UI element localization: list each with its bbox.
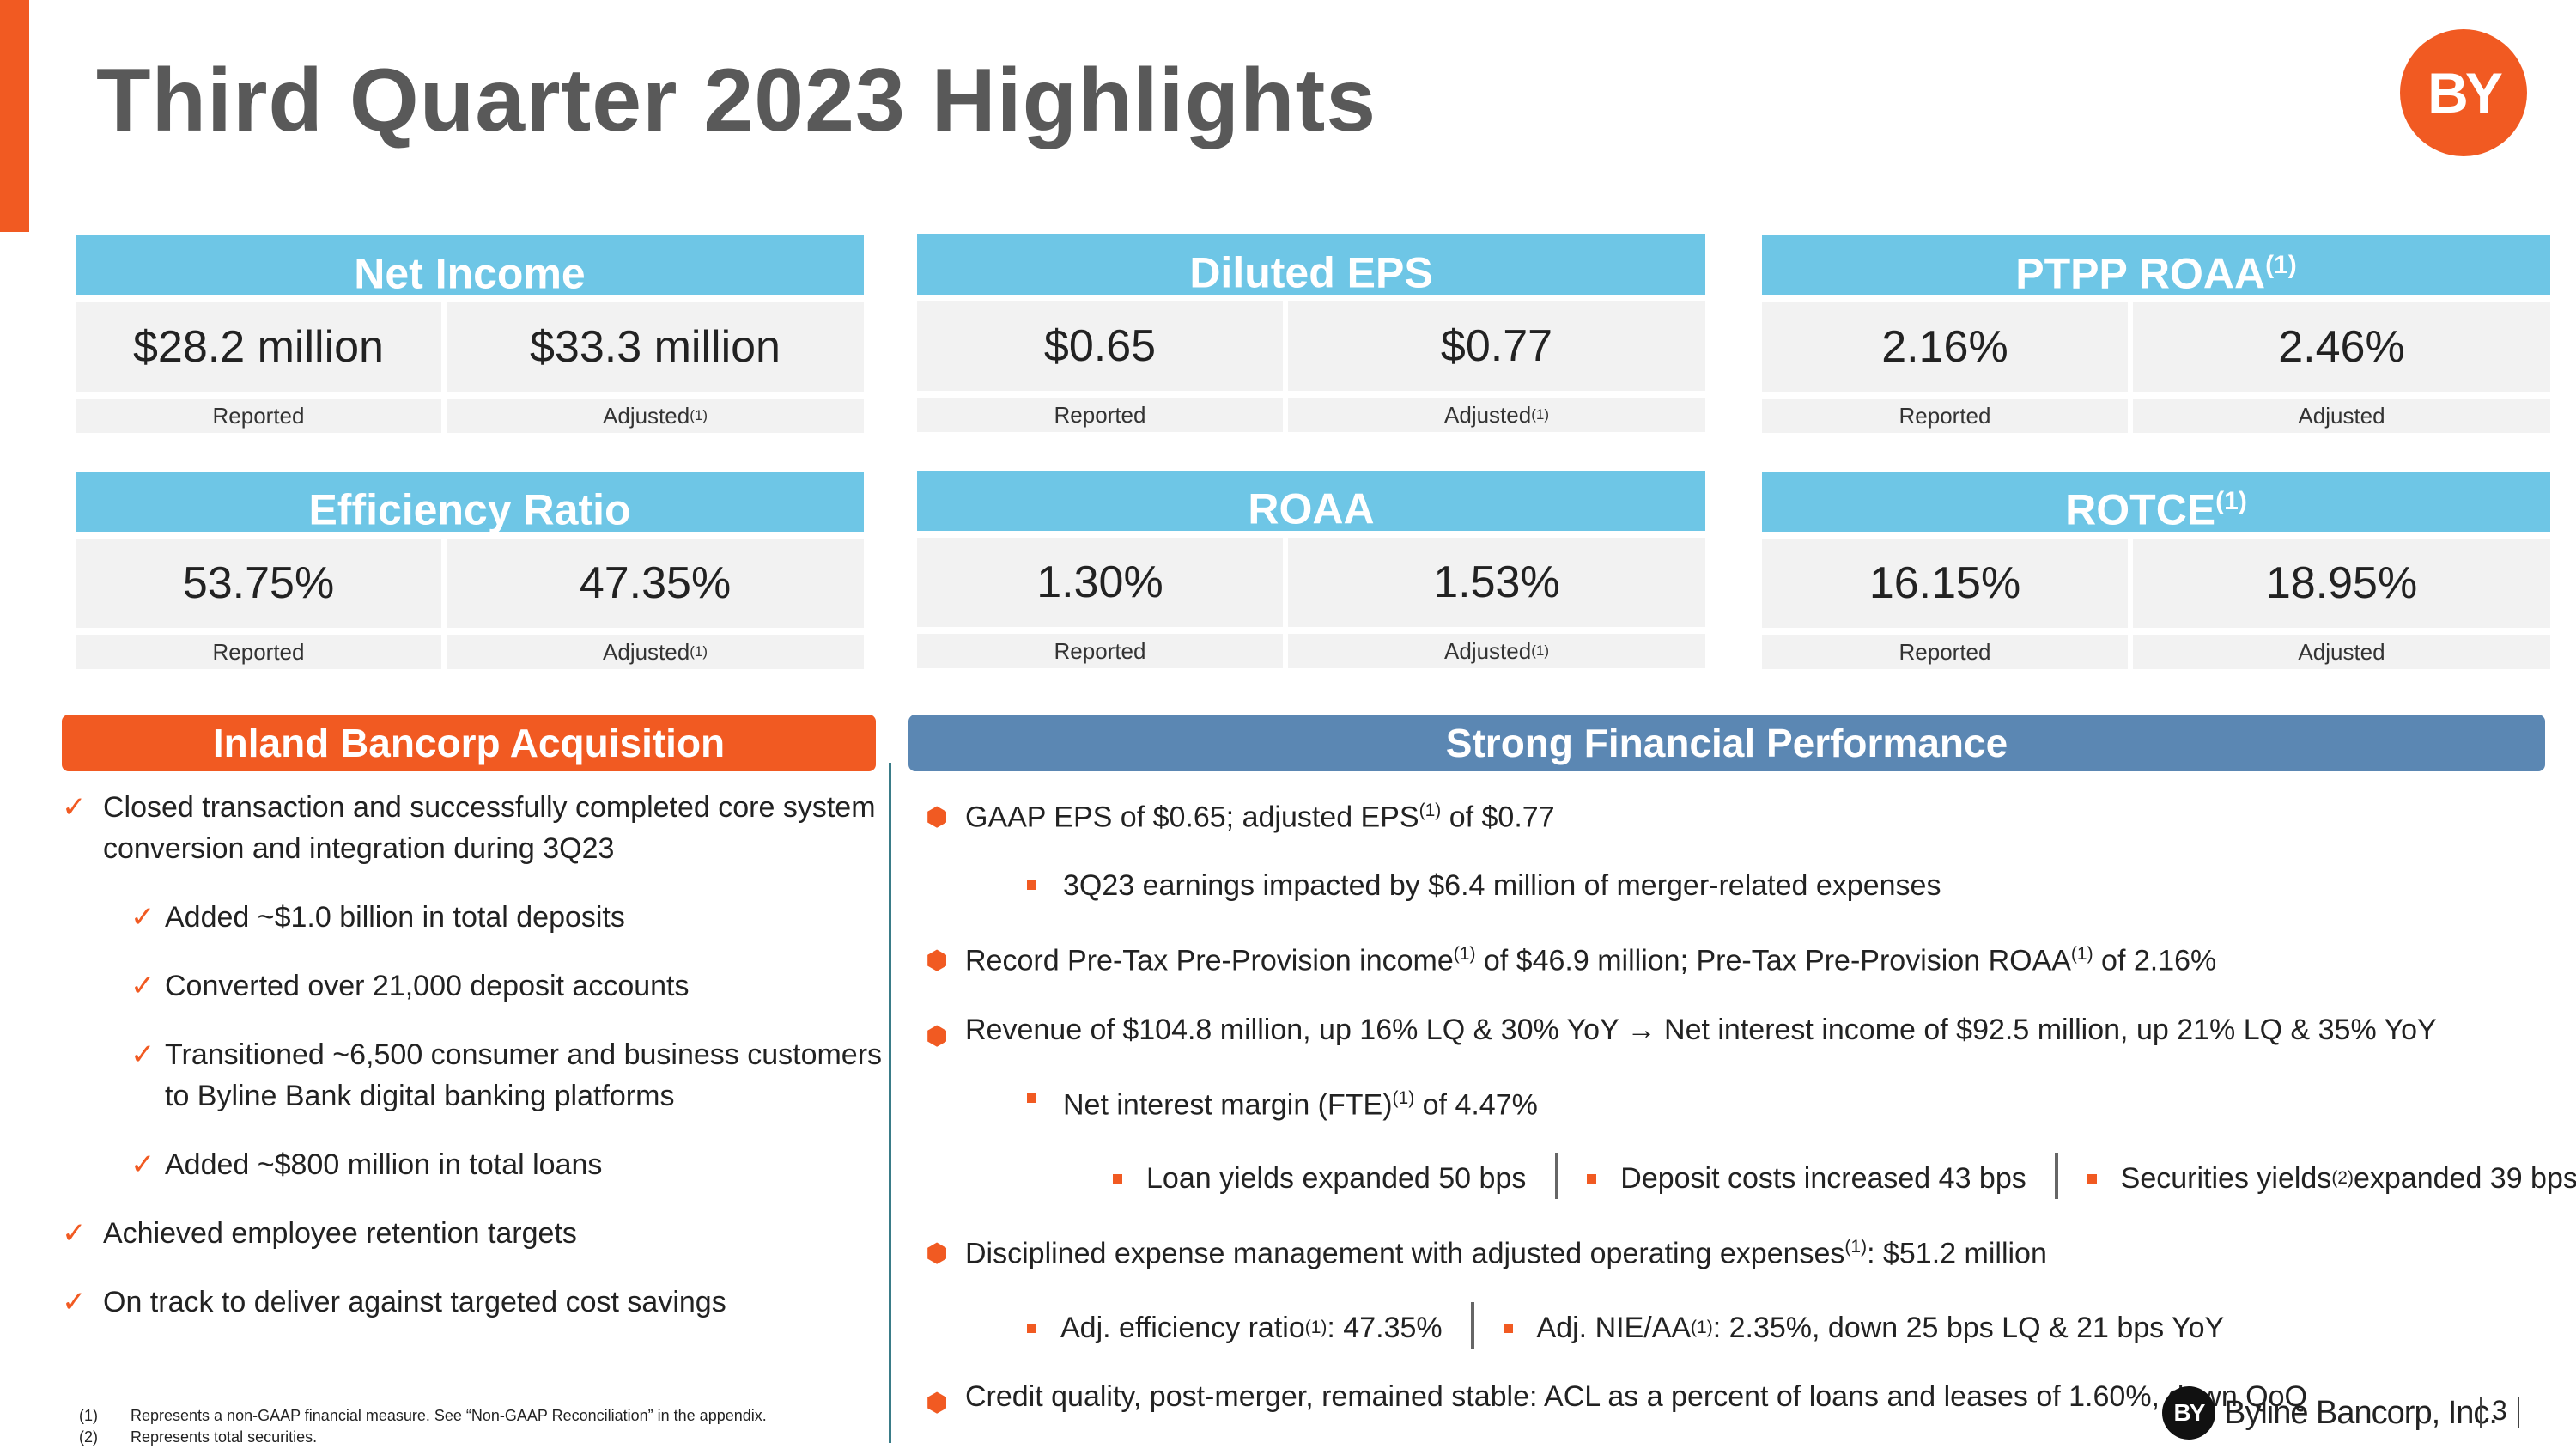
list-item: ⬢ Credit quality, post-merger, remained s… <box>926 1376 2566 1417</box>
list-item: ✓ Transitioned ~6,500 consumer and busine… <box>62 1034 886 1117</box>
reported-label: Reported <box>1762 635 2128 669</box>
reported-value: 1.30% <box>917 538 1283 627</box>
adjusted-label: Adjusted (1) <box>1288 634 1705 668</box>
separator <box>1471 1301 1475 1349</box>
list-item: Loan yields expanded 50 bps Deposit cost… <box>926 1152 2576 1199</box>
card-net-income: Net Income $28.2 million $33.3 million R… <box>76 235 864 433</box>
byline-logo: BY <box>2400 29 2527 156</box>
adj-efficiency-item: Adj. efficiency ratio (1): 47.35% <box>1027 1307 1443 1349</box>
list-item: ✓ Converted over 21,000 deposit accounts <box>62 965 886 1007</box>
acquisition-header: Inland Bancorp Acquisition <box>62 715 876 771</box>
adjusted-value: 47.35% <box>447 539 864 628</box>
column-divider <box>889 763 891 1443</box>
reported-value: 2.16% <box>1762 302 2128 392</box>
reported-label: Reported <box>76 399 441 433</box>
list-item: ⬢ Disciplined expense management with adj… <box>926 1227 2566 1274</box>
list-item: Adj. efficiency ratio (1): 47.35% Adj. NI… <box>926 1301 2566 1349</box>
adjusted-value: 18.95% <box>2133 539 2550 628</box>
securities-yields-item: Securities yields (2) expanded 39 bps <box>2087 1158 2576 1199</box>
card-roaa: ROAA 1.30% 1.53% Reported Adjusted (1) <box>917 471 1705 668</box>
hexagon-bullet-icon: ⬢ <box>926 1021 949 1050</box>
list-item: ✓ Added ~$800 million in total loans <box>62 1144 886 1185</box>
separator <box>1554 1152 1558 1199</box>
list-item: ⬢ Record Pre-Tax Pre-Provision income(1) … <box>926 934 2566 981</box>
deposit-costs-item: Deposit costs increased 43 bps <box>1587 1158 2026 1199</box>
square-bullet-icon <box>1503 1323 1513 1333</box>
hexagon-bullet-icon: ⬢ <box>926 947 949 976</box>
checkmark-icon: ✓ <box>62 1286 87 1318</box>
separator <box>2055 1152 2059 1199</box>
footnotes: (1) Represents a non-GAAP financial measu… <box>79 1405 767 1448</box>
square-bullet-icon <box>1113 1173 1122 1184</box>
card-title: ROAA <box>917 471 1705 533</box>
list-item: Net interest margin (FTE)(1) of 4.47% <box>926 1078 2566 1125</box>
reported-value: $28.2 million <box>76 302 441 392</box>
right-arrow-icon: → <box>1626 1013 1656 1046</box>
reported-value: $0.65 <box>917 301 1283 391</box>
checkmark-icon: ✓ <box>131 1038 155 1071</box>
card-ptpp-roaa: PTPP ROAA(1) 2.16% 2.46% Reported Adjust… <box>1762 235 2550 433</box>
list-item: ✓ Added ~$1.0 billion in total deposits <box>62 897 886 938</box>
footnote: (2) Represents total securities. <box>79 1428 318 1446</box>
reported-label: Reported <box>917 398 1283 432</box>
reported-label: Reported <box>1762 399 2128 433</box>
footer-logo: BY Byline Bancorp, Inc. <box>2162 1386 2498 1440</box>
square-bullet-icon <box>1027 1093 1036 1103</box>
byline-mark-icon: BY <box>2162 1386 2215 1440</box>
hexagon-bullet-icon: ⬢ <box>926 1239 949 1269</box>
acquisition-list: ✓ Closed transaction and successfully com… <box>62 787 886 1350</box>
list-item: ⬢ GAAP EPS of $0.65; adjusted EPS(1) of $… <box>926 790 2566 837</box>
list-item: ✓ Closed transaction and successfully com… <box>62 787 886 869</box>
adjusted-value: $33.3 million <box>447 302 864 392</box>
reported-value: 53.75% <box>76 539 441 628</box>
checkmark-icon: ✓ <box>62 791 87 824</box>
checkmark-icon: ✓ <box>131 970 155 1002</box>
adjusted-label: Adjusted <box>2133 399 2550 433</box>
adjusted-label: Adjusted (1) <box>1288 398 1705 432</box>
hexagon-bullet-icon: ⬢ <box>926 803 949 831</box>
reported-value: 16.15% <box>1762 539 2128 628</box>
card-diluted-eps: Diluted EPS $0.65 $0.77 Reported Adjuste… <box>917 234 1705 432</box>
square-bullet-icon <box>1587 1173 1597 1184</box>
adjusted-value: 2.46% <box>2133 302 2550 392</box>
list-item: ✓ On track to deliver against targeted co… <box>62 1282 886 1323</box>
list-item: ✓ Achieved employee retention targets <box>62 1213 886 1254</box>
card-rotce: ROTCE(1) 16.15% 18.95% Reported Adjusted <box>1762 472 2550 669</box>
card-title: PTPP ROAA(1) <box>1762 235 2550 298</box>
performance-header: Strong Financial Performance <box>908 715 2545 771</box>
page-number: 3 <box>2480 1395 2519 1428</box>
reported-label: Reported <box>76 635 441 669</box>
square-bullet-icon <box>1027 1323 1036 1333</box>
card-efficiency-ratio: Efficiency Ratio 53.75% 47.35% Reported … <box>76 472 864 669</box>
list-item: 3Q23 earnings impacted by $6.4 million o… <box>926 865 2566 906</box>
adjusted-value: $0.77 <box>1288 301 1705 391</box>
list-item: ⬢ Revenue of $104.8 million, up 16% LQ & … <box>926 1009 2566 1050</box>
checkmark-icon: ✓ <box>131 901 155 934</box>
performance-list: ⬢ GAAP EPS of $0.65; adjusted EPS(1) of $… <box>926 790 2576 1445</box>
adjusted-label: Adjusted (1) <box>447 635 864 669</box>
footnote: (1) Represents a non-GAAP financial measu… <box>79 1407 767 1424</box>
card-title: ROTCE(1) <box>1762 472 2550 534</box>
accent-bar <box>0 0 29 232</box>
adjusted-label: Adjusted (1) <box>447 399 864 433</box>
adj-nie-item: Adj. NIE/AA (1): 2.35%, down 25 bps LQ & … <box>1503 1307 2224 1349</box>
adjusted-value: 1.53% <box>1288 538 1705 627</box>
reported-label: Reported <box>917 634 1283 668</box>
card-title: Efficiency Ratio <box>76 472 864 534</box>
card-title: Diluted EPS <box>917 234 1705 297</box>
loan-yields-item: Loan yields expanded 50 bps <box>1113 1158 1526 1199</box>
square-bullet-icon <box>2087 1173 2097 1184</box>
checkmark-icon: ✓ <box>62 1217 87 1250</box>
square-bullet-icon <box>1027 880 1036 891</box>
company-name: Byline Bancorp, Inc. <box>2224 1394 2498 1431</box>
adjusted-label: Adjusted <box>2133 635 2550 669</box>
checkmark-icon: ✓ <box>131 1148 155 1181</box>
page-title: Third Quarter 2023 Highlights <box>96 51 1377 150</box>
hexagon-bullet-icon: ⬢ <box>926 1389 949 1418</box>
card-title: Net Income <box>76 235 864 298</box>
